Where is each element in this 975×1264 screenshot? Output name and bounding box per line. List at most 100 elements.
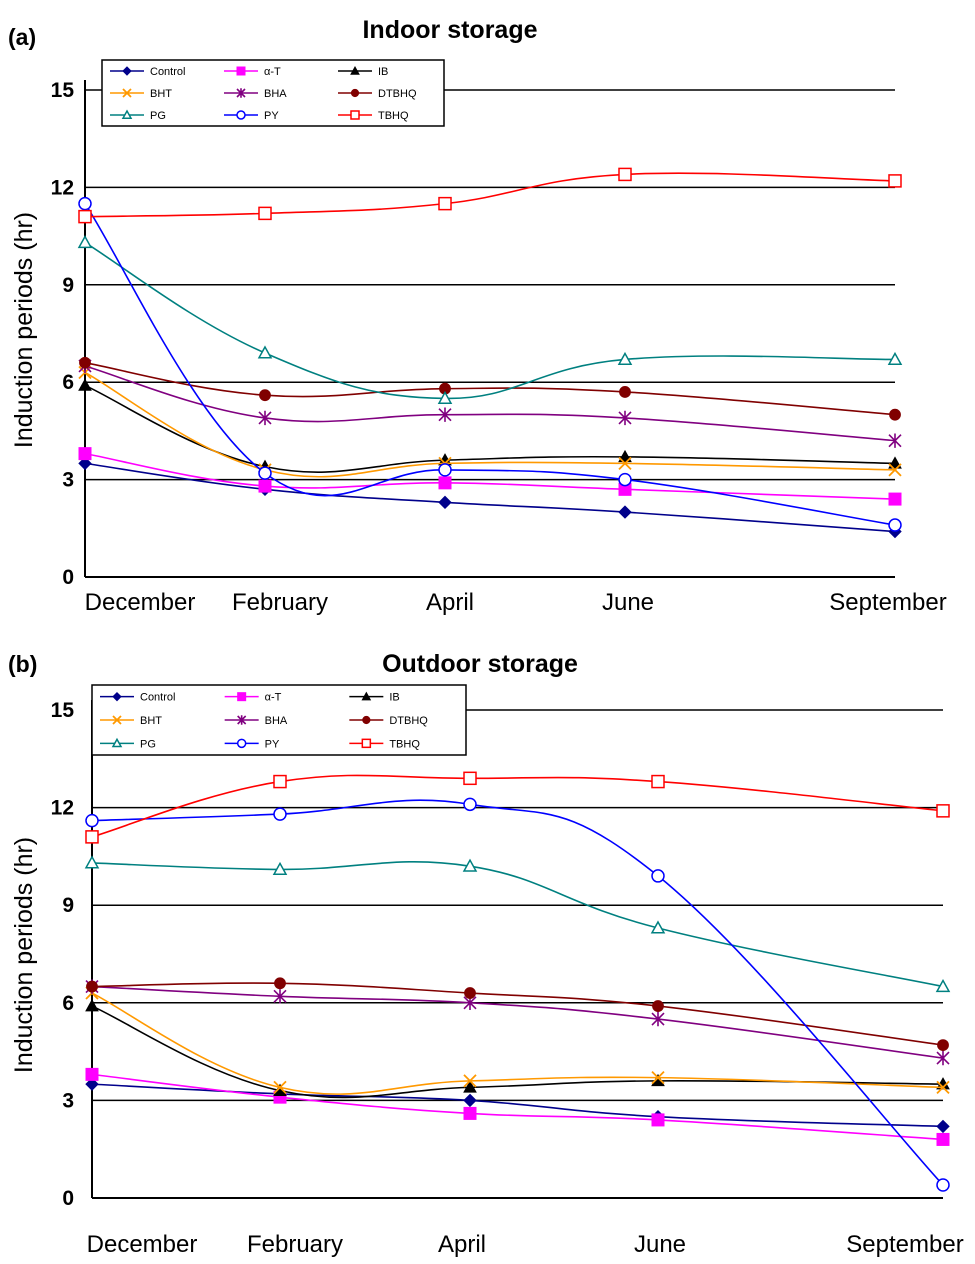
- legend-swatch-marker: [236, 738, 247, 749]
- data-point: [463, 1080, 477, 1093]
- data-point: [257, 345, 273, 359]
- data-point: [78, 196, 92, 211]
- data-point: [618, 449, 632, 463]
- legend-item: PY: [224, 738, 280, 750]
- data-point: [273, 1080, 287, 1095]
- series-line: [84, 172, 896, 218]
- x-tick-label: June: [634, 1231, 686, 1258]
- data-point: [463, 1106, 477, 1120]
- data-point: [617, 351, 633, 366]
- chart-title: Indoor storage: [362, 16, 537, 44]
- series-line: [91, 982, 944, 1046]
- series-DTBHQ: [86, 977, 949, 1051]
- series-BHT: [85, 986, 950, 1095]
- legend-label: BHT: [150, 88, 172, 100]
- legend-swatch-marker: [236, 66, 246, 76]
- data-point: [258, 410, 272, 426]
- legend-item: PY: [224, 110, 279, 122]
- data-point: [78, 209, 92, 224]
- y-tick-label: 12: [51, 797, 74, 820]
- legend-label: BHA: [264, 88, 287, 100]
- data-point: [273, 989, 287, 1004]
- series-Control: [78, 456, 902, 539]
- legend-item: PG: [100, 737, 156, 750]
- data-point: [618, 505, 632, 519]
- data-point: [463, 1074, 477, 1088]
- legend-swatch-marker: [122, 88, 132, 98]
- data-point: [273, 774, 287, 789]
- data-point: [888, 463, 902, 477]
- data-point: [259, 389, 271, 402]
- y-tick-label: 9: [62, 894, 74, 917]
- legend-swatch-marker: [236, 88, 246, 98]
- y-tick-label: 12: [51, 176, 74, 199]
- chart-title: Outdoor storage: [382, 650, 578, 678]
- y-tick-label: 15: [51, 79, 75, 102]
- data-point: [258, 206, 272, 221]
- data-point: [936, 1132, 950, 1146]
- series-DTBHQ: [79, 356, 901, 421]
- legend-label: α-T: [264, 66, 281, 78]
- legend-swatch-marker: [361, 691, 372, 701]
- data-point: [462, 858, 478, 872]
- legend-item: IB: [349, 691, 400, 704]
- data-point: [78, 456, 92, 471]
- legend-label: DTBHQ: [378, 88, 417, 100]
- legend-swatch-marker: [122, 66, 132, 76]
- legend-swatch-marker: [350, 88, 360, 98]
- series-PY: [85, 797, 950, 1192]
- data-point: [85, 1067, 99, 1081]
- y-axis-label: Induction periods (hr): [10, 837, 38, 1073]
- x-tick-label: December: [85, 589, 196, 616]
- series-PG: [84, 855, 951, 993]
- data-point: [888, 492, 902, 506]
- data-point: [936, 1080, 950, 1095]
- data-point: [887, 351, 903, 366]
- data-point: [888, 456, 902, 469]
- x-tick-label: April: [438, 1231, 486, 1258]
- legend-swatch-marker: [237, 715, 247, 725]
- legend-item: DTBHQ: [349, 715, 428, 727]
- legend-label: PG: [150, 110, 166, 122]
- legend-item: PG: [110, 109, 166, 122]
- legend-swatch-marker: [111, 737, 123, 748]
- legend-swatch-marker: [362, 715, 371, 725]
- x-tick-label: September: [829, 589, 946, 616]
- series-BHA: [78, 358, 902, 448]
- legend-swatch-marker: [350, 65, 360, 75]
- data-point: [651, 1070, 665, 1085]
- series-α-T: [85, 1067, 950, 1146]
- y-tick-label: 0: [62, 566, 74, 589]
- series-line: [84, 361, 896, 416]
- data-point: [79, 356, 91, 369]
- legend-swatch-marker: [361, 738, 372, 749]
- data-point: [651, 1011, 665, 1027]
- data-point: [463, 771, 477, 786]
- legend-item: DTBHQ: [338, 88, 417, 100]
- series-line: [91, 992, 944, 1095]
- data-point: [651, 1113, 665, 1127]
- legend-label: α-T: [265, 692, 282, 704]
- data-point: [438, 495, 452, 510]
- data-point: [652, 1000, 664, 1012]
- series-BHA: [85, 979, 950, 1066]
- data-point: [463, 1093, 477, 1108]
- data-point: [888, 433, 902, 448]
- x-tick-label: June: [602, 589, 654, 616]
- data-point: [272, 861, 288, 875]
- legend-label: DTBHQ: [389, 715, 428, 727]
- data-point: [438, 463, 452, 477]
- legend-item: α-T: [224, 66, 281, 78]
- x-tick-label: February: [247, 1231, 343, 1258]
- legend-item: BHT: [100, 715, 162, 727]
- series-line: [91, 985, 944, 1059]
- chart-panel: 0 3 6 9 12 15 December February April June Septemb…: [8, 16, 947, 616]
- data-point: [619, 386, 631, 398]
- legend-item: BHA: [224, 88, 287, 100]
- data-point: [936, 804, 950, 818]
- legend-label: Control: [140, 692, 175, 704]
- y-tick-label: 6: [62, 371, 74, 394]
- legend-label: PY: [265, 738, 280, 750]
